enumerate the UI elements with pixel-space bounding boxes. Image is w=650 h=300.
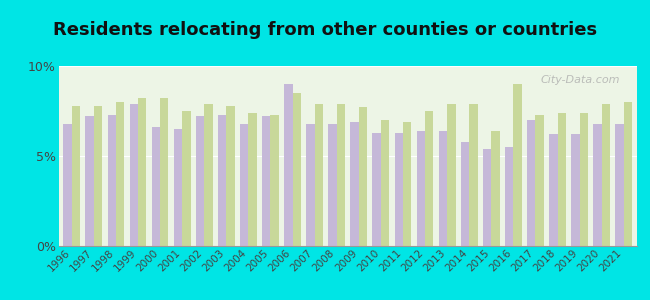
- Bar: [174, 129, 182, 246]
- Bar: [85, 116, 94, 246]
- Bar: [469, 104, 478, 246]
- Bar: [527, 120, 536, 246]
- Bar: [292, 93, 301, 246]
- Bar: [240, 124, 248, 246]
- Bar: [226, 106, 235, 246]
- Bar: [381, 120, 389, 246]
- Bar: [63, 124, 72, 246]
- Bar: [417, 131, 425, 246]
- Text: Residents relocating from other counties or countries: Residents relocating from other counties…: [53, 21, 597, 39]
- Bar: [94, 106, 102, 246]
- Bar: [447, 104, 456, 246]
- Bar: [439, 131, 447, 246]
- Bar: [138, 98, 146, 246]
- Bar: [262, 116, 270, 246]
- Bar: [403, 122, 411, 246]
- Bar: [624, 102, 632, 246]
- Bar: [182, 111, 190, 246]
- Bar: [107, 115, 116, 246]
- Bar: [491, 131, 500, 246]
- Bar: [129, 104, 138, 246]
- Bar: [116, 102, 124, 246]
- Bar: [593, 124, 602, 246]
- Bar: [270, 115, 279, 246]
- Bar: [372, 133, 381, 246]
- Bar: [461, 142, 469, 246]
- Bar: [616, 124, 624, 246]
- Bar: [306, 124, 315, 246]
- Bar: [204, 104, 213, 246]
- Bar: [549, 134, 558, 246]
- Bar: [558, 113, 566, 246]
- Bar: [160, 98, 168, 246]
- Bar: [196, 116, 204, 246]
- Bar: [337, 104, 345, 246]
- Bar: [350, 122, 359, 246]
- Bar: [425, 111, 434, 246]
- Bar: [72, 106, 80, 246]
- Bar: [151, 127, 160, 246]
- Bar: [483, 149, 491, 246]
- Bar: [571, 134, 580, 246]
- Bar: [284, 84, 292, 246]
- Bar: [580, 113, 588, 246]
- Bar: [248, 113, 257, 246]
- Bar: [602, 104, 610, 246]
- Bar: [536, 115, 544, 246]
- Bar: [395, 133, 403, 246]
- Bar: [218, 115, 226, 246]
- Bar: [315, 104, 323, 246]
- Bar: [505, 147, 514, 246]
- Text: City-Data.com: City-Data.com: [540, 75, 619, 85]
- Bar: [359, 107, 367, 246]
- Bar: [328, 124, 337, 246]
- Bar: [514, 84, 522, 246]
